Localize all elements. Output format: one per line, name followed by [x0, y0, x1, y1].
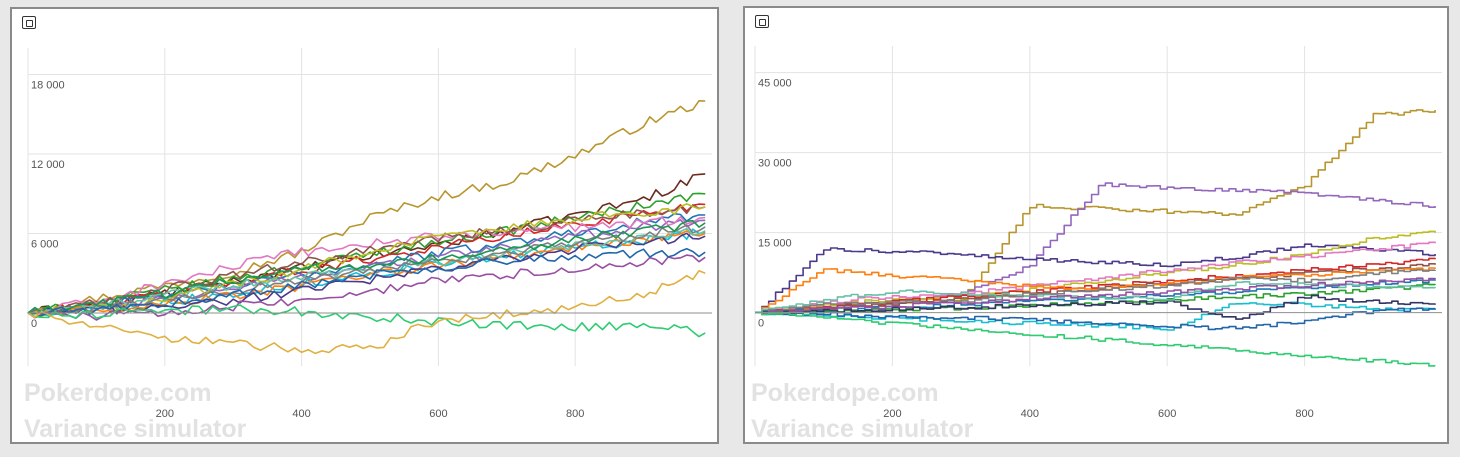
chart-panel-left: Pokerdope.com Variance simulator 0 6 000 12 … — [10, 7, 719, 444]
x-tick-label: 400 — [292, 408, 310, 420]
y-tick-label: 30 000 — [758, 158, 792, 170]
series-line — [755, 301, 1436, 331]
y-tick-label: 12 000 — [31, 159, 65, 171]
series-line — [755, 307, 1436, 331]
series-line — [27, 230, 706, 316]
y-tick-label: 15 000 — [758, 238, 792, 250]
series-line — [27, 219, 706, 314]
y-tick-label: 18 000 — [31, 80, 65, 92]
series-line — [755, 243, 1436, 314]
series-line — [27, 227, 706, 314]
chart-panel-right: Pokerdope.com Variance simulator 0 15 000 30… — [743, 6, 1449, 444]
series-line — [755, 267, 1436, 314]
series-line — [755, 230, 1436, 314]
watermark-text: Variance simulator — [24, 415, 247, 442]
x-tick-label: 600 — [429, 408, 447, 420]
series-line — [27, 247, 706, 318]
x-tick-label: 800 — [566, 408, 584, 420]
x-tick-label: 200 — [156, 408, 174, 420]
y-tick-label: 0 — [31, 318, 37, 330]
series-line — [27, 203, 706, 318]
series-line — [755, 277, 1436, 315]
x-tick-label: 200 — [883, 408, 901, 420]
watermark-text: Pokerdope.com — [24, 379, 212, 407]
series-line — [755, 311, 1436, 367]
expand-icon[interactable] — [755, 15, 769, 28]
x-tick-label: 400 — [1021, 408, 1039, 420]
line-chart-left: Pokerdope.com Variance simulator 0 6 000 12 … — [24, 48, 712, 442]
line-chart-right: Pokerdope.com Variance simulator 0 15 000 30… — [751, 46, 1442, 442]
x-tick-label: 600 — [1158, 408, 1176, 420]
series-line — [27, 192, 706, 314]
series-line — [755, 241, 1436, 314]
series-line — [27, 304, 706, 338]
watermark-text: Pokerdope.com — [751, 379, 939, 407]
watermark-text: Variance simulator — [751, 415, 974, 442]
series-line — [755, 269, 1436, 315]
y-tick-label: 0 — [758, 318, 764, 330]
x-tick-label: 800 — [1295, 408, 1313, 420]
y-tick-label: 45 000 — [758, 78, 792, 90]
series-line — [27, 270, 706, 355]
expand-icon[interactable] — [22, 16, 36, 29]
series-line — [755, 109, 1436, 314]
series-line — [755, 294, 1436, 320]
y-tick-label: 6 000 — [31, 239, 59, 251]
